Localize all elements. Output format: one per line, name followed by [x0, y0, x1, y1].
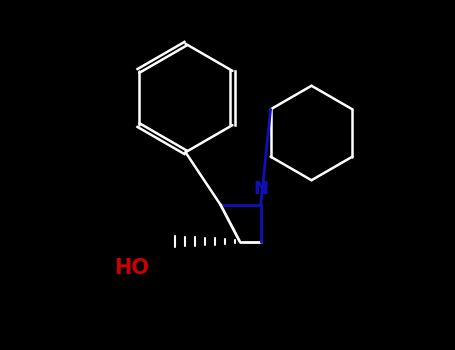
Text: N: N — [253, 180, 268, 198]
Text: HO: HO — [114, 258, 149, 278]
